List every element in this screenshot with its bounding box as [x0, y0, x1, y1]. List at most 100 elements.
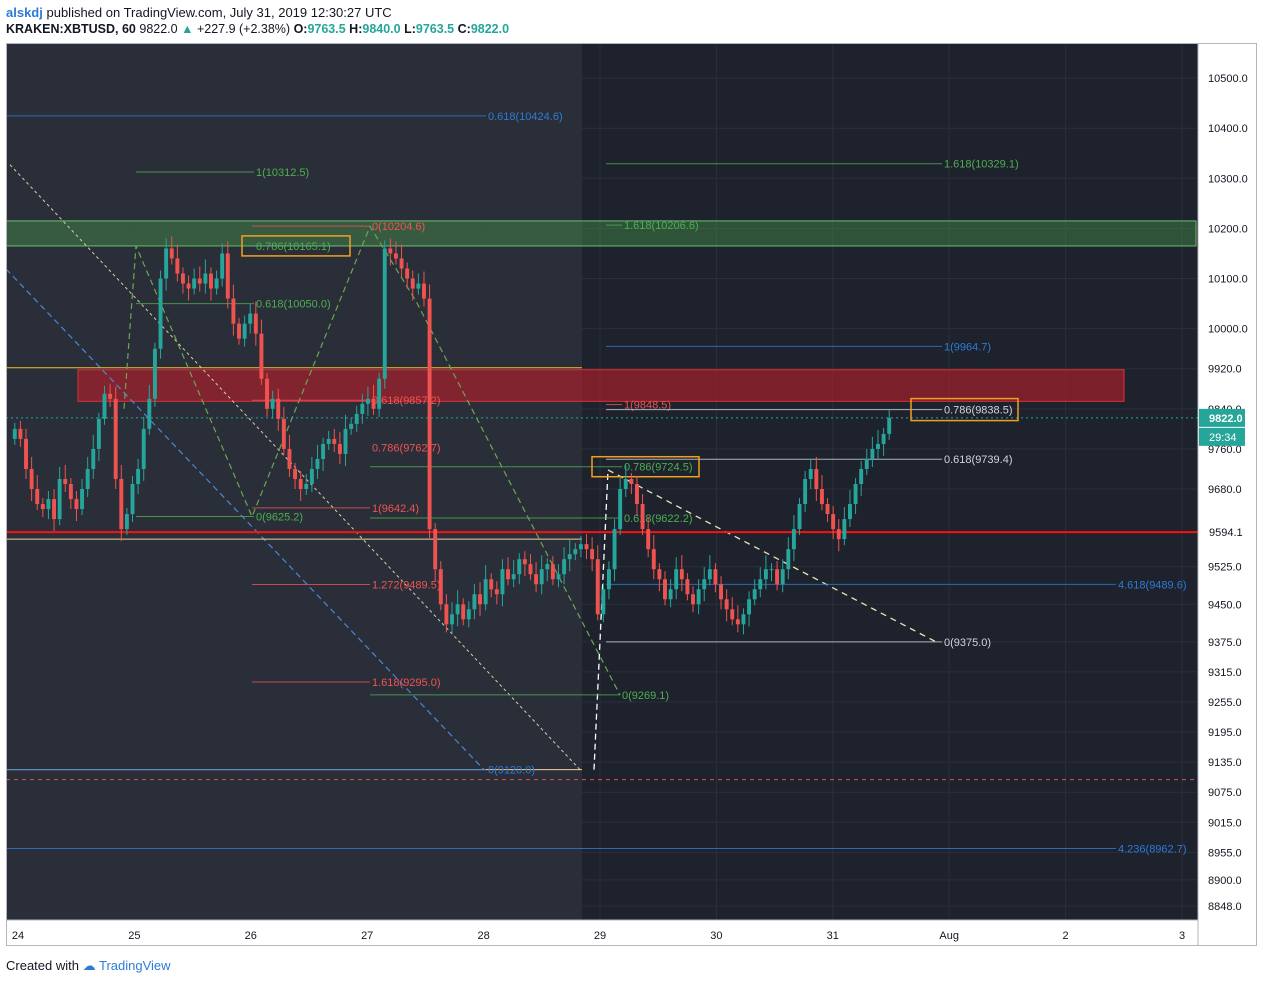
price-axis[interactable]: 10500.0 10400.0 10300.0 10200.0 10100.0 10000…	[1208, 73, 1248, 913]
open-label: O:	[293, 22, 308, 36]
last-price-tag	[1199, 408, 1245, 427]
candle-body	[388, 248, 393, 254]
candle-body	[567, 554, 572, 560]
candle-body	[876, 443, 880, 449]
price-tick-label: 10100.0	[1208, 274, 1248, 286]
candle-body	[337, 443, 342, 454]
candle-body	[696, 589, 701, 605]
support-price-tag	[1199, 523, 1245, 542]
candle-body	[57, 478, 62, 520]
price-tick-label: 8848.0	[1208, 901, 1242, 913]
candle-body	[500, 569, 505, 595]
candle-body	[253, 313, 258, 334]
symbol-legend: KRAKEN:XBTUSD, 60 9822.0 ▲ +227.9 (+2.38…	[6, 22, 509, 36]
candle-body	[819, 489, 824, 505]
tradingview-link[interactable]: TradingView	[99, 958, 171, 973]
candle-body	[180, 273, 185, 284]
up-arrow-icon: ▲	[181, 22, 194, 36]
fib-level-label: 0(9625.2)	[256, 511, 303, 523]
candle-body	[562, 559, 567, 575]
candle-body	[169, 248, 174, 259]
candle-body	[220, 253, 225, 279]
highlight-box-9838	[910, 397, 1019, 422]
candle-body	[618, 489, 623, 530]
price-chart[interactable]: 0.618(10424.6) 1(10312.5) 1.618(10329.1) 0(…	[6, 43, 1257, 946]
candle-body	[225, 253, 230, 299]
candle-body	[606, 569, 611, 590]
fib-levels: 0.618(10424.6) 1(10312.5) 1.618(10329.1) 0(…	[6, 111, 1187, 855]
fib-level-label: 1(9964.7)	[944, 341, 991, 353]
candle-body	[192, 278, 197, 289]
price-tick-label: 9450.0	[1208, 599, 1242, 611]
candle-body	[786, 549, 791, 570]
price-axis-bg	[1198, 43, 1257, 946]
fib-level-label: 0.786(9838.5)	[944, 405, 1013, 417]
candle-body	[231, 298, 236, 324]
fib-level-label: 0.618(9622.2)	[624, 513, 693, 525]
created-with-text: Created with	[6, 958, 79, 973]
candle-body	[831, 514, 836, 530]
low-value: 9763.5	[415, 22, 455, 36]
fib-level-label: 4.618(9489.6)	[1118, 579, 1187, 591]
candle-body	[780, 569, 785, 585]
price-tick-label: 9135.0	[1208, 757, 1242, 769]
candle-body	[612, 529, 617, 570]
candle-body	[433, 529, 438, 570]
time-axis[interactable]: 24 25 26 27 28 29 30 31 Aug 2 3	[12, 930, 1185, 942]
price-tick-label: 9015.0	[1208, 817, 1242, 829]
candle-body	[674, 569, 679, 590]
candle-body	[864, 458, 869, 469]
candle-body	[438, 569, 443, 605]
price-tick-label: 10000.0	[1208, 324, 1248, 336]
fib-level-label: 0(10204.6)	[372, 221, 425, 233]
zones-layer	[6, 220, 1197, 402]
highlight-box-10165	[241, 235, 351, 257]
price-tick-label: 9760.0	[1208, 444, 1242, 456]
candle-body	[91, 448, 96, 469]
candle-body	[74, 499, 79, 510]
candle-body	[393, 253, 398, 259]
candle-body	[825, 504, 830, 515]
candle-body	[40, 504, 45, 510]
candle-body	[242, 323, 247, 339]
time-tick-label: 25	[128, 930, 140, 942]
candle-body	[511, 574, 516, 580]
fib-level-label: 1.618(9295.0)	[372, 677, 441, 689]
symbol-label: KRAKEN:XBTUSD, 60	[6, 22, 136, 36]
candle-body	[248, 313, 253, 324]
time-axis-bg	[6, 920, 1198, 946]
candle-body	[640, 504, 645, 530]
candle-body	[287, 448, 292, 469]
time-tick-label: 2	[1063, 930, 1069, 942]
price-tags: 9822.0 29:34 9594.1	[1199, 408, 1245, 542]
candle-body	[758, 579, 763, 590]
fib-level-label: 0.786(9724.5)	[624, 462, 693, 474]
candle-body	[326, 438, 331, 444]
author-link[interactable]: alskdj	[6, 5, 43, 20]
fib-level-label: 4.236(8962.7)	[1118, 843, 1187, 855]
candle-body	[707, 569, 712, 580]
candle-body	[152, 348, 157, 399]
candle-body	[141, 428, 146, 469]
close-value: 9822.0	[470, 22, 510, 36]
candle-body	[595, 559, 600, 615]
candle-body	[853, 484, 858, 505]
high-value: 9840.0	[362, 22, 401, 36]
candle-body	[534, 574, 539, 585]
publish-info: alskdj published on TradingView.com, Jul…	[6, 5, 392, 20]
candle-body	[281, 418, 286, 449]
tradingview-logo-icon[interactable]: ☁	[82, 958, 96, 973]
candle-body	[365, 398, 370, 404]
candle-body	[517, 559, 522, 575]
candle-body	[80, 489, 85, 510]
candle-body	[803, 478, 808, 505]
time-tick-label: 30	[710, 930, 722, 942]
candle-body	[741, 614, 746, 625]
candle-body	[601, 589, 606, 615]
time-tick-label: 26	[245, 930, 257, 942]
candle-body	[752, 589, 757, 600]
fib-level-label: 0.786(10165.1)	[256, 241, 331, 253]
low-label: L:	[404, 22, 416, 36]
candle-body	[203, 273, 208, 284]
time-tick-label: 29	[594, 930, 606, 942]
